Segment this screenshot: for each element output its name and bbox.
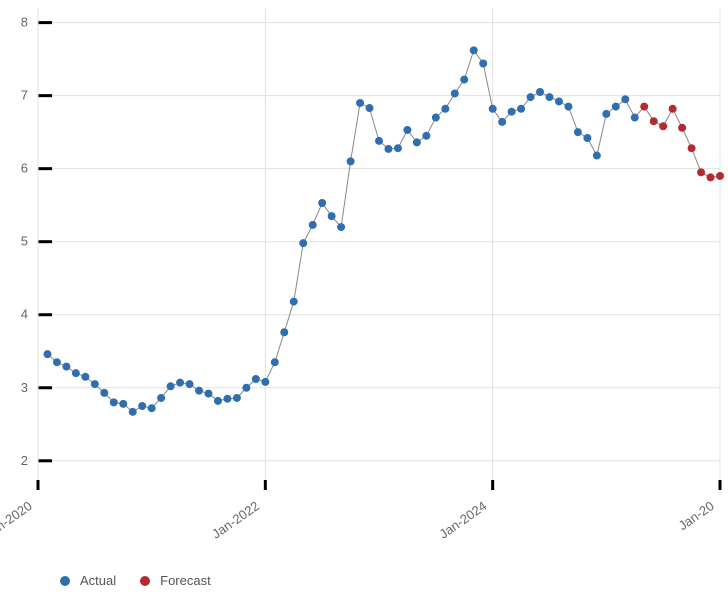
legend-label-actual: Actual	[80, 573, 116, 588]
chart-container: 2345678Jan-2020Jan-2022Jan-2024Jan-20 Ac…	[0, 0, 728, 600]
svg-text:4: 4	[21, 307, 28, 322]
chart-svg: 2345678Jan-2020Jan-2022Jan-2024Jan-20	[0, 0, 728, 600]
legend-item-actual: Actual	[60, 573, 116, 588]
legend: Actual Forecast	[60, 573, 211, 588]
svg-text:6: 6	[21, 161, 28, 176]
svg-text:7: 7	[21, 88, 28, 103]
svg-text:2: 2	[21, 453, 28, 468]
legend-dot-forecast	[140, 576, 150, 586]
svg-text:3: 3	[21, 380, 28, 395]
svg-text:8: 8	[21, 15, 28, 30]
svg-text:5: 5	[21, 234, 28, 249]
legend-dot-actual	[60, 576, 70, 586]
legend-label-forecast: Forecast	[160, 573, 211, 588]
legend-item-forecast: Forecast	[140, 573, 211, 588]
